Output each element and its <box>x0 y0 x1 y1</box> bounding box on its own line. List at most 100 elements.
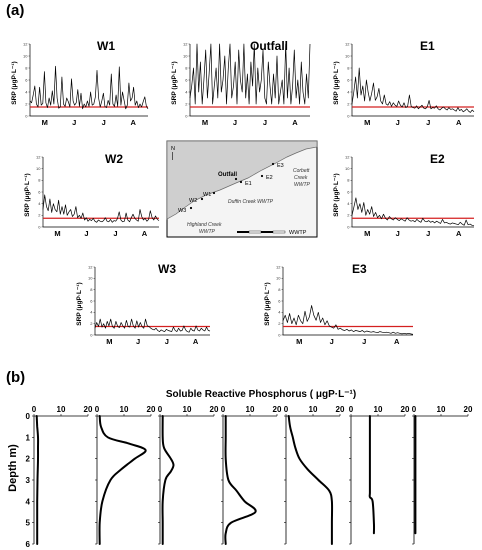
profile-panel-2: 0 10 20 <box>95 405 156 545</box>
x-tick-label: J <box>233 118 237 127</box>
y-tick-label: 6 <box>347 77 350 82</box>
map-label-e2: E2 <box>266 175 273 181</box>
x-tick-label: 10 <box>183 405 192 414</box>
x-tick-label: 10 <box>246 405 255 414</box>
y-tick-label: 2 <box>25 101 28 106</box>
chart-w3: 0 2 4 6 8 10 12 SRP (μgP·L⁻¹) M J J A W3 <box>76 262 211 346</box>
profile-curve <box>287 415 334 545</box>
profile-curve <box>224 415 257 545</box>
series-line <box>282 305 414 335</box>
profile-curve <box>98 415 147 545</box>
profile-panel-1: 0 10 20 <box>32 405 93 545</box>
y-tick-label: 6 <box>347 189 350 194</box>
y-axis-label: SRP (μgP·L⁻¹) <box>11 61 18 104</box>
profile-panel-6: 0 10 20 <box>349 405 410 545</box>
chart-w2: 0 2 4 6 8 10 12 SRP (μgP·L⁻¹) M J J A W2 <box>24 152 160 238</box>
x-tick-label: J <box>426 229 430 238</box>
y-tick-label: 10 <box>183 53 188 58</box>
chart-title: W1 <box>97 39 115 53</box>
x-tick-label: J <box>102 118 106 127</box>
x-tick-label: J <box>362 337 366 346</box>
panel-a-label: (a) <box>6 2 24 19</box>
x-tick-label: 10 <box>374 405 383 414</box>
map-scale-bar: WWTP <box>237 230 307 236</box>
series-line <box>351 197 475 227</box>
station-marker <box>200 197 204 201</box>
y-tick-label: 8 <box>90 287 93 292</box>
map-labels: OutfallE1E2E3W1W2W3CorbettCreekWWTPDuffi… <box>178 162 310 235</box>
y-tick-label: 0 <box>185 113 188 118</box>
x-tick-label: A <box>292 118 298 127</box>
y-tick-label: 10 <box>345 53 350 58</box>
profile-curve <box>35 415 40 545</box>
y-tick-label: 4 <box>347 89 350 94</box>
series-line <box>351 67 475 113</box>
map-land <box>166 140 318 220</box>
x-tick-label: A <box>456 118 462 127</box>
x-tick-label: 20 <box>336 405 345 414</box>
series-line <box>29 65 149 110</box>
chart-e2: 0 2 4 6 8 10 12 SRP (μgP·L⁻¹) M J J A E2 <box>333 152 475 238</box>
profile-panel-5: 0 10 20 <box>284 405 345 545</box>
x-tick-label: 0 <box>284 405 289 414</box>
y-tick-label: 4 <box>38 201 41 206</box>
y-tick-label: 2 <box>347 101 350 106</box>
series-line <box>42 194 160 223</box>
y-tick-label: 0 <box>90 332 93 337</box>
profile-panel-4: 0 10 20 <box>221 405 282 545</box>
y-tick-label: 12 <box>183 41 188 46</box>
x-tick-label: J <box>84 229 88 238</box>
x-tick-label: 20 <box>84 405 93 414</box>
map-label-corbett3: WWTP <box>294 182 310 188</box>
x-tick-label: M <box>106 337 112 346</box>
x-tick-label: J <box>136 337 140 346</box>
y-tick-label: 4 <box>185 89 188 94</box>
x-tick-label: A <box>142 229 148 238</box>
y-tick-label: 12 <box>36 154 41 159</box>
map-label-corbett2: Creek <box>294 175 308 181</box>
y-axis-label: SRP (μgP·L⁻¹) <box>76 282 83 325</box>
y-tick-label: 8 <box>347 178 350 183</box>
x-tick-label: 0 <box>412 405 417 414</box>
y-tick-label: 6 <box>38 189 41 194</box>
y-tick-label: 6 <box>278 298 281 303</box>
x-tick-label: 20 <box>273 405 282 414</box>
y-tick-label: 2 <box>347 213 350 218</box>
map-label-e1: E1 <box>245 181 252 187</box>
x-tick-label: J <box>396 229 400 238</box>
depth-tick-label: 3 <box>26 476 31 485</box>
map-label-outfall: Outfall <box>218 172 237 178</box>
chart-e3: 0 2 4 6 8 10 12 SRP (μgP·L⁻¹) M J J A E3 <box>264 262 414 346</box>
map-label-highland1: Highland Creek <box>187 222 222 228</box>
y-tick-label: 8 <box>347 65 350 70</box>
y-axis-label: SRP (μgP·L⁻¹) <box>333 61 340 104</box>
map-label-highland2: WWTP <box>199 229 215 235</box>
x-tick-label: A <box>394 337 400 346</box>
panel-b-label: (b) <box>6 369 25 386</box>
y-tick-label: 8 <box>278 287 281 292</box>
map-label-duffin: Duffin Creek WWTP <box>228 199 274 205</box>
x-tick-label: M <box>54 229 60 238</box>
site-map: N WWTP OutfallE1E2E3W1W2W3CorbettCreekWW… <box>166 140 318 238</box>
x-tick-label: 0 <box>158 405 163 414</box>
map-label-w3: W3 <box>178 208 186 214</box>
x-tick-label: M <box>42 118 48 127</box>
y-tick-label: 6 <box>25 77 28 82</box>
profile-y-label: Depth m) <box>7 444 19 492</box>
x-tick-label: 20 <box>147 405 156 414</box>
x-tick-label: 20 <box>210 405 219 414</box>
y-tick-label: 4 <box>278 310 281 315</box>
chart-w1: 0 2 4 6 8 10 12 SRP (μgP·L⁻¹) M J J A W1 <box>11 39 149 127</box>
y-axis-label: SRP (μgP·L⁻¹) <box>24 173 31 216</box>
y-tick-label: 0 <box>347 113 350 118</box>
x-tick-label: 20 <box>401 405 410 414</box>
chart-outfall: 0 2 4 6 8 10 12 SRP (μgP·L⁻¹) M J J A Outfall <box>171 39 311 127</box>
y-tick-label: 8 <box>38 178 41 183</box>
profile-curve <box>368 415 376 535</box>
y-tick-label: 0 <box>278 332 281 337</box>
x-tick-label: 0 <box>221 405 226 414</box>
map-label-e3: E3 <box>277 163 284 169</box>
map-label-corbett1: Corbett <box>293 168 310 174</box>
